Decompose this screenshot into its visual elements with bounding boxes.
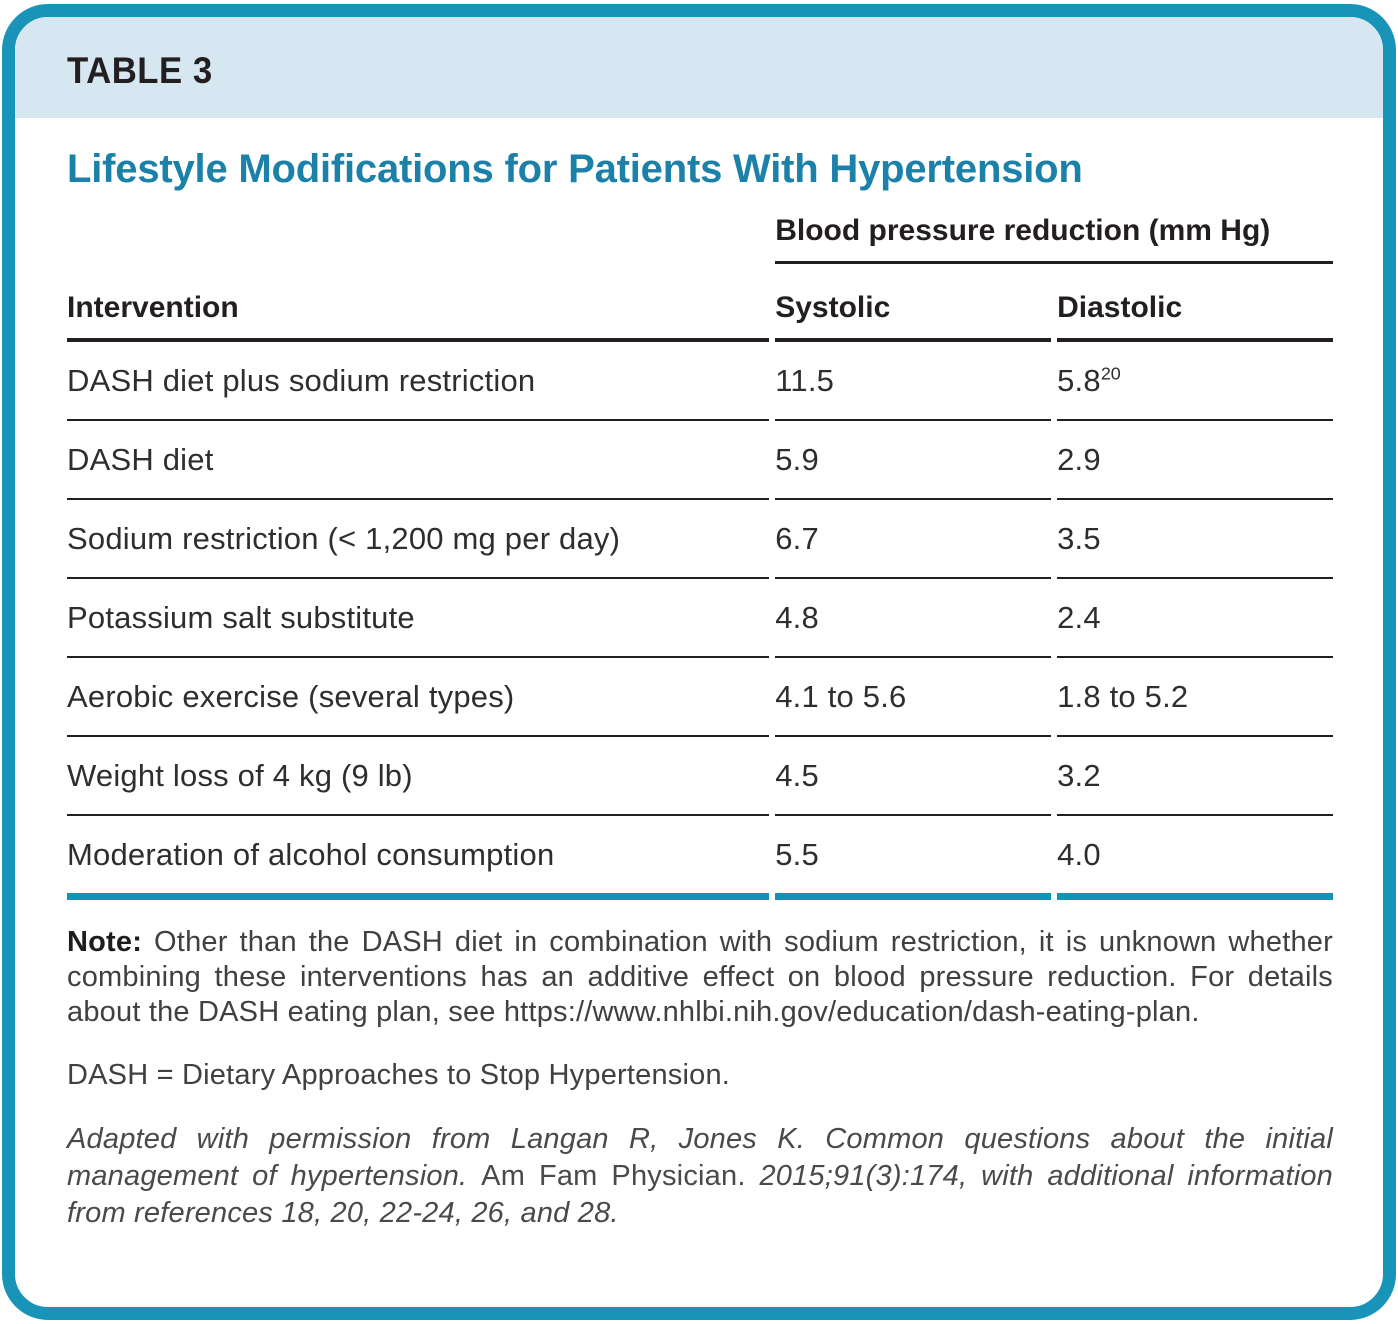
systolic-cell: 4.1 to 5.6 [775, 658, 1052, 737]
table-row: Moderation of alcohol consumption 5.5 4.0 [67, 816, 1333, 900]
systolic-cell: 5.5 [775, 816, 1052, 900]
column-header-systolic: Systolic [775, 264, 1052, 342]
table-row: DASH diet 5.9 2.9 [67, 421, 1333, 500]
column-header-row: Intervention Systolic Diastolic [67, 264, 1333, 342]
diastolic-cell: 3.2 [1057, 737, 1333, 816]
abbreviation-line: DASH = Dietary Approaches to Stop Hypert… [67, 1059, 731, 1091]
note-text: Other than the DASH diet in combination … [67, 926, 1333, 1028]
note-paragraph: Note: Other than the DASH diet in combin… [67, 925, 1333, 1030]
systolic-cell: 11.5 [775, 342, 1052, 421]
attribution-paragraph: Adapted with permission from Langan R, J… [67, 1121, 1333, 1232]
systolic-cell: 4.5 [775, 737, 1052, 816]
table-card: TABLE 3 Lifestyle Modifications for Pati… [2, 4, 1396, 1320]
diastolic-cell: 4.0 [1057, 816, 1333, 900]
group-header-label: Blood pressure reduction (mm Hg) [775, 214, 1333, 264]
attribution-journal: Am Fam Physician. [481, 1160, 746, 1192]
table-row: Sodium restriction (< 1,200 mg per day) 6… [67, 500, 1333, 579]
table-row: Weight loss of 4 kg (9 lb) 4.5 3.2 [67, 737, 1333, 816]
column-header-intervention: Intervention [67, 264, 770, 342]
table-number-band: TABLE 3 [15, 17, 1383, 118]
group-header-row: Blood pressure reduction (mm Hg) [67, 214, 1333, 264]
intervention-cell: Potassium salt substitute [67, 579, 770, 658]
attribution-post: 2015;91(3):174, with additional informat… [67, 1160, 1333, 1229]
card-content: Lifestyle Modifications for Patients Wit… [15, 147, 1383, 1232]
systolic-cell: 5.9 [775, 421, 1052, 500]
intervention-cell: DASH diet [67, 421, 770, 500]
diastolic-cell: 2.9 [1057, 421, 1333, 500]
table-body: DASH diet plus sodium restriction 11.5 5.8… [67, 342, 1333, 900]
table-number-label: TABLE 3 [67, 49, 213, 91]
note-label: Note: [67, 926, 143, 958]
diastolic-cell: 5.820 [1057, 342, 1333, 421]
blood-pressure-table: Blood pressure reduction (mm Hg) Interve… [61, 214, 1339, 900]
systolic-cell: 6.7 [775, 500, 1052, 579]
intervention-cell: Weight loss of 4 kg (9 lb) [67, 737, 770, 816]
systolic-cell: 4.8 [775, 579, 1052, 658]
diastolic-cell: 2.4 [1057, 579, 1333, 658]
intervention-cell: Aerobic exercise (several types) [67, 658, 770, 737]
table-row: Potassium salt substitute 4.8 2.4 [67, 579, 1333, 658]
column-header-diastolic: Diastolic [1057, 264, 1333, 342]
intervention-cell: Sodium restriction (< 1,200 mg per day) [67, 500, 770, 579]
table-row: DASH diet plus sodium restriction 11.5 5.8… [67, 342, 1333, 421]
table-title: Lifestyle Modifications for Patients Wit… [67, 147, 1083, 191]
intervention-cell: Moderation of alcohol consumption [67, 816, 770, 900]
table-row: Aerobic exercise (several types) 4.1 to 5… [67, 658, 1333, 737]
diastolic-cell: 1.8 to 5.2 [1057, 658, 1333, 737]
group-header-spacer [67, 214, 769, 264]
reference-superscript: 20 [1100, 363, 1121, 384]
attribution-pre: Adapted with permission from Langan R, J… [67, 1123, 1333, 1192]
diastolic-cell: 3.5 [1057, 500, 1333, 579]
intervention-cell: DASH diet plus sodium restriction [67, 342, 770, 421]
